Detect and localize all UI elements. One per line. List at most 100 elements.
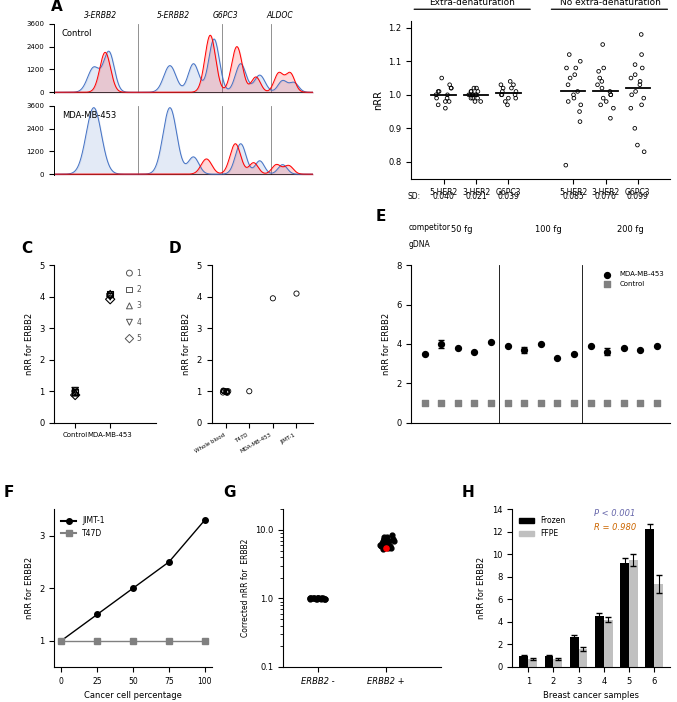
- Point: [375, 540, 386, 551]
- Point: [469, 397, 480, 409]
- Point: [378, 535, 389, 546]
- Point: [221, 386, 232, 397]
- Point: [444, 79, 455, 91]
- Bar: [645, 529, 654, 667]
- Text: A: A: [51, 0, 62, 14]
- Point: [469, 346, 480, 357]
- Point: [510, 89, 521, 100]
- Point: [105, 288, 116, 299]
- Text: 0.039: 0.039: [498, 192, 519, 201]
- Point: [502, 340, 513, 352]
- Point: [569, 397, 580, 409]
- Point: [575, 55, 586, 67]
- Point: [313, 592, 324, 604]
- Point: [378, 533, 389, 544]
- Point: [315, 592, 326, 604]
- Point: [70, 390, 81, 401]
- Point: [440, 102, 451, 114]
- Point: [387, 533, 398, 544]
- Point: [419, 397, 430, 409]
- Point: [443, 96, 454, 107]
- Point: [377, 544, 388, 555]
- Point: [500, 96, 510, 107]
- Bar: [579, 649, 588, 667]
- Point: [387, 529, 397, 541]
- Text: 0.040: 0.040: [433, 192, 455, 201]
- Point: [382, 540, 393, 551]
- Point: [502, 99, 513, 110]
- Point: [466, 86, 477, 97]
- Point: [70, 387, 81, 398]
- Point: [563, 79, 573, 91]
- Point: [569, 348, 580, 359]
- Point: [317, 592, 328, 604]
- Point: [221, 386, 232, 397]
- Legend: Frozen, FFPE: Frozen, FFPE: [516, 513, 569, 541]
- Point: [436, 72, 447, 84]
- Point: [433, 86, 443, 97]
- Text: Extra-denaturation: Extra-denaturation: [429, 0, 515, 7]
- Point: [605, 89, 616, 100]
- Point: [217, 387, 228, 398]
- Point: [452, 397, 463, 409]
- Point: [497, 86, 508, 97]
- Point: [124, 267, 135, 279]
- Point: [319, 593, 330, 604]
- Point: [594, 72, 605, 84]
- Point: [468, 82, 479, 93]
- X-axis label: Cancer cell percentage: Cancer cell percentage: [84, 691, 182, 700]
- Text: 100 fg: 100 fg: [536, 225, 562, 234]
- Bar: [570, 637, 579, 667]
- Point: [571, 62, 582, 74]
- Point: [124, 333, 135, 344]
- Text: H: H: [462, 485, 475, 500]
- Point: [636, 99, 647, 110]
- Point: [605, 89, 616, 100]
- Point: [312, 592, 323, 604]
- Point: [597, 39, 608, 50]
- Point: [105, 291, 116, 303]
- Point: [467, 93, 478, 104]
- Point: [602, 397, 613, 409]
- Point: [651, 397, 662, 409]
- Y-axis label: nRR for ERBB2: nRR for ERBB2: [182, 313, 191, 375]
- Text: 50 fg: 50 fg: [451, 225, 473, 234]
- Point: [634, 76, 645, 87]
- Point: [436, 338, 447, 350]
- Point: [219, 385, 230, 397]
- Point: [595, 99, 606, 110]
- Point: [380, 534, 391, 545]
- Point: [320, 593, 331, 604]
- Point: [219, 385, 230, 397]
- Bar: [544, 656, 554, 667]
- Point: [305, 592, 316, 604]
- Point: [470, 89, 481, 100]
- Point: [510, 93, 521, 104]
- Point: [463, 89, 474, 100]
- Text: F: F: [3, 485, 14, 500]
- Bar: [595, 616, 604, 667]
- Point: [381, 542, 392, 553]
- Point: [441, 93, 452, 104]
- Point: [304, 592, 315, 604]
- Point: [630, 123, 640, 134]
- Point: [593, 66, 604, 77]
- Point: [468, 89, 479, 100]
- Point: [305, 592, 315, 604]
- Point: [485, 336, 496, 347]
- Point: [592, 79, 603, 91]
- Point: [498, 82, 508, 93]
- X-axis label: Breast cancer samples: Breast cancer samples: [543, 691, 639, 700]
- Text: MDA-MB-453: MDA-MB-453: [62, 112, 116, 120]
- Text: G: G: [223, 485, 236, 500]
- Point: [602, 346, 613, 357]
- Point: [598, 93, 609, 104]
- Point: [315, 593, 326, 604]
- Point: [124, 300, 135, 312]
- Point: [608, 102, 619, 114]
- Text: 0.085: 0.085: [563, 192, 584, 201]
- Point: [105, 289, 116, 300]
- Point: [575, 116, 586, 127]
- Point: [496, 89, 507, 100]
- Point: [475, 96, 486, 107]
